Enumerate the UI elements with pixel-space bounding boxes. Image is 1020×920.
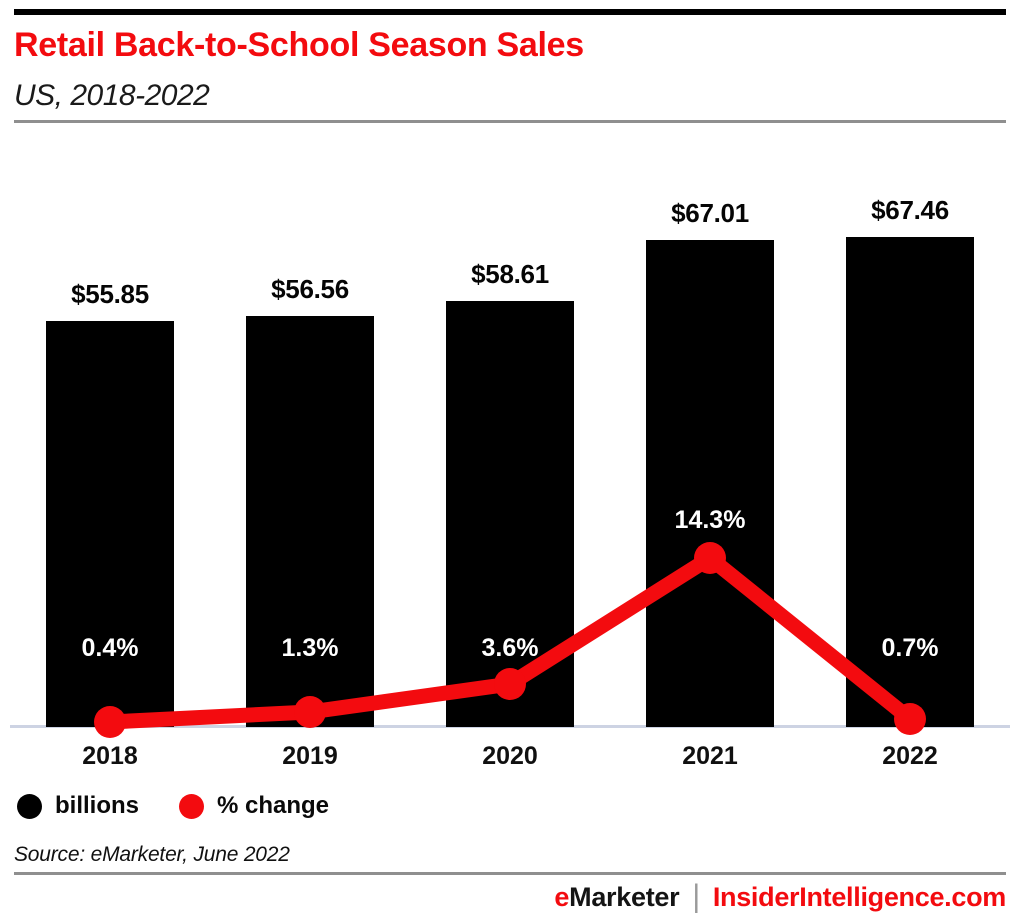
x-axis-label-2019: 2019 [282, 742, 338, 770]
bar-value-label-2020: $58.61 [471, 259, 549, 289]
header-divider [14, 120, 1006, 123]
pct-change-label-2022: 0.7% [881, 634, 939, 662]
pct-change-label-2021: 14.3% [674, 506, 746, 534]
chart-title: Retail Back-to-School Season Sales [14, 26, 584, 64]
brand-emarketer-rest: Marketer [569, 881, 680, 912]
brand-emarketer-e: e [554, 881, 570, 912]
x-axis-label-2021: 2021 [682, 742, 738, 770]
pct-change-label-2018: 0.4% [81, 634, 139, 662]
legend-label: billions [55, 792, 139, 819]
legend-label: % change [217, 792, 330, 819]
legend-item-billions: billions [17, 792, 139, 820]
legend-item-change: % change [179, 792, 329, 820]
bar-value-label-2019: $56.56 [271, 274, 349, 304]
bar-value-label-2021: $67.01 [671, 198, 749, 228]
footer-brand-bar: eMarketer | InsiderIntelligence.com [554, 879, 1006, 914]
chart-subtitle: US, 2018-2022 [14, 79, 210, 112]
legend-swatch-icon [17, 793, 42, 819]
footer-site-link[interactable]: InsiderIntelligence.com [712, 881, 1006, 912]
footer-separator: | [692, 879, 700, 914]
brand-emarketer: eMarketer [554, 882, 679, 913]
x-axis-label-2020: 2020 [482, 742, 538, 770]
footer-divider [14, 872, 1006, 875]
x-axis-label-2022: 2022 [882, 742, 938, 770]
x-axis-label-2018: 2018 [82, 742, 138, 770]
legend-swatch-icon [179, 793, 204, 819]
legend: billions % change [17, 792, 329, 820]
source-note: Source: eMarketer, June 2022 [14, 843, 290, 866]
pct-change-label-2020: 3.6% [481, 634, 539, 662]
bar-value-label-2018: $55.85 [71, 279, 149, 309]
pct-change-label-2019: 1.3% [281, 634, 339, 662]
top-rule [14, 9, 1006, 15]
bar-value-label-2022: $67.46 [871, 195, 949, 225]
